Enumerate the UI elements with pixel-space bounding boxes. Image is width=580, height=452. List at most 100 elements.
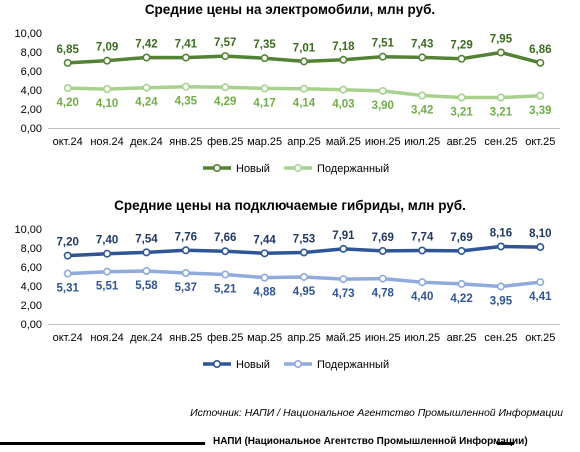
phev-point: [536, 243, 545, 252]
phev-data-label: 5,51: [96, 281, 119, 293]
phev-data-label: 7,69: [450, 232, 472, 244]
footer-rule-left: [0, 442, 205, 445]
ev-data-label: 7,57: [214, 37, 236, 49]
phev-data-label: 5,58: [135, 280, 158, 292]
ev-data-label: 4,35: [175, 96, 198, 108]
phev-x-tick: янв.25: [169, 332, 202, 344]
ev-data-label: 7,42: [135, 39, 157, 51]
phev-data-label: 4,88: [253, 287, 276, 299]
phev-point: [496, 242, 505, 251]
ev-point: [418, 91, 427, 100]
ev-data-label: 7,29: [450, 40, 472, 52]
phev-data-label: 7,54: [135, 233, 158, 245]
phev-y-tick: 2,00: [21, 300, 42, 312]
ev-data-label: 7,18: [332, 41, 355, 53]
ev-x-tick: апр.25: [287, 136, 320, 148]
ev-y-tick: 6,00: [21, 66, 42, 78]
ev-data-label: 7,01: [293, 42, 316, 54]
phev-point: [260, 249, 269, 258]
phev-point: [142, 266, 151, 275]
ev-legend-label: Новый: [236, 163, 270, 175]
ev-point: [536, 91, 545, 100]
ev-point: [142, 83, 151, 92]
phev-data-label: 4,73: [332, 288, 354, 300]
ev-x-tick: дек.24: [130, 136, 163, 148]
ev-point: [536, 58, 545, 67]
ev-point: [260, 84, 269, 93]
ev-point: [339, 55, 348, 64]
phev-point: [299, 248, 308, 257]
phev-point: [181, 246, 190, 255]
ev-point: [181, 82, 190, 91]
phev-legend-marker: [293, 360, 302, 369]
phev-x-tick: окт.25: [525, 332, 555, 344]
ev-point: [181, 53, 190, 62]
ev-data-label: 4,10: [96, 98, 118, 110]
ev-point: [378, 86, 387, 95]
phev-x-tick: ноя.24: [90, 332, 123, 344]
ev-point: [418, 53, 427, 62]
phev-x-tick: мар.25: [247, 332, 282, 344]
ev-legend-marker: [213, 164, 222, 173]
phev-legend-label: Подержанный: [317, 359, 389, 371]
phev-data-label: 7,40: [96, 235, 118, 247]
ev-data-label: 4,03: [332, 99, 354, 111]
phev-y-tick: 6,00: [21, 262, 42, 274]
phev-point: [457, 246, 466, 255]
phev-point: [221, 247, 230, 256]
phev-x-tick: сен.25: [484, 332, 517, 344]
ev-x-tick: окт.25: [525, 136, 555, 148]
phev-y-tick: 0,00: [21, 319, 42, 331]
ev-data-label: 7,95: [490, 33, 513, 45]
phev-data-label: 4,78: [372, 288, 395, 300]
ev-data-label: 4,20: [56, 97, 78, 109]
phev-data-label: 7,20: [56, 237, 78, 249]
ev-point: [103, 56, 112, 65]
ev-data-label: 4,17: [253, 97, 275, 109]
phev-point: [63, 269, 72, 278]
phev-point: [378, 246, 387, 255]
phev-data-label: 7,69: [372, 232, 394, 244]
ev-point: [457, 54, 466, 63]
ev-x-tick: сен.25: [484, 136, 517, 148]
phev-point: [457, 279, 466, 288]
ev-x-tick: авг.25: [447, 136, 477, 148]
ev-point: [457, 93, 466, 102]
phev-data-label: 7,76: [175, 231, 197, 243]
phev-data-label: 5,37: [175, 282, 197, 294]
phev-point: [496, 282, 505, 291]
ev-y-tick: 4,00: [21, 85, 42, 97]
phev-x-tick: дек.24: [130, 332, 163, 344]
footer-label: НАПИ (Национальное Агентство Промышленно…: [213, 436, 528, 447]
ev-data-label: 4,24: [135, 97, 158, 109]
phev-price-chart: Средние цены на подключаемые гибриды, мл…: [14, 198, 560, 371]
ev-point: [260, 54, 269, 63]
phev-x-tick: авг.25: [447, 332, 477, 344]
ev-point: [299, 57, 308, 66]
ev-x-tick: июн.25: [365, 136, 401, 148]
ev-y-tick: 10,00: [14, 28, 42, 40]
ev-x-tick: май.25: [326, 136, 361, 148]
phev-legend-marker: [213, 360, 222, 369]
ev-x-tick: окт.24: [53, 136, 83, 148]
phev-title: Средние цены на подключаемые гибриды, мл…: [114, 198, 466, 213]
ev-data-label: 7,51: [372, 38, 395, 50]
phev-data-label: 4,22: [450, 293, 472, 305]
ev-point: [496, 93, 505, 102]
ev-point: [378, 52, 387, 61]
ev-point: [103, 85, 112, 94]
ev-point: [63, 84, 72, 93]
phev-data-label: 4,40: [411, 291, 433, 303]
ev-x-tick: ноя.24: [90, 136, 123, 148]
phev-x-tick: апр.25: [287, 332, 320, 344]
phev-x-tick: окт.24: [53, 332, 83, 344]
phev-point: [418, 278, 427, 287]
phev-point: [339, 275, 348, 284]
phev-data-label: 5,21: [214, 284, 237, 296]
ev-x-tick: янв.25: [169, 136, 202, 148]
phev-legend-label: Новый: [236, 359, 270, 371]
ev-point: [63, 58, 72, 67]
phev-data-label: 8,10: [529, 228, 551, 240]
ev-data-label: 4,14: [293, 98, 316, 110]
